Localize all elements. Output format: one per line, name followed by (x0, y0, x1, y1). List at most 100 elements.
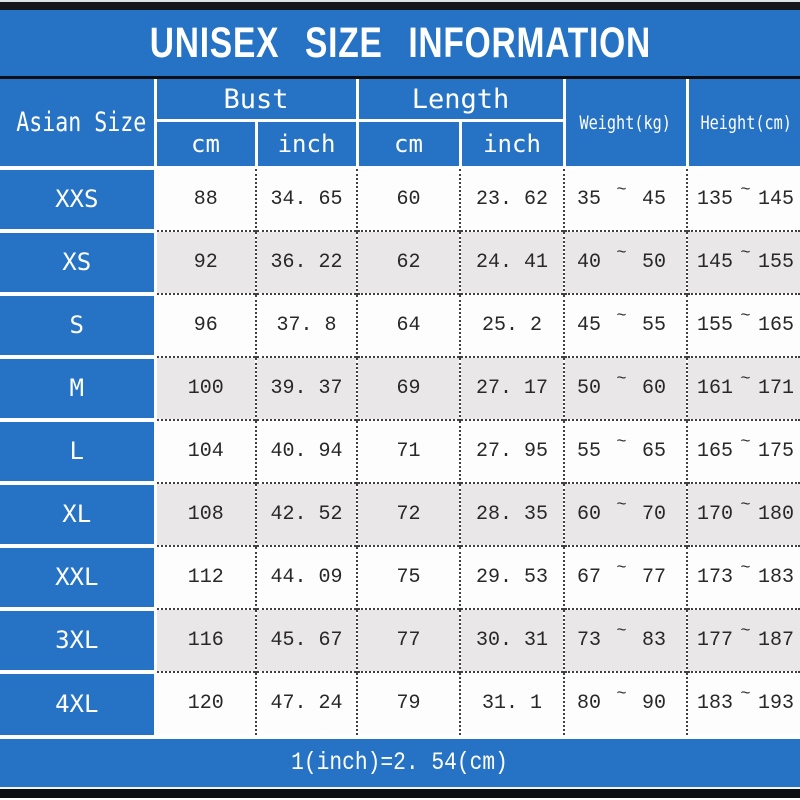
height-max: 183 (757, 565, 794, 589)
length-inch-value: 24. 41 (458, 229, 565, 294)
col-header-length: Length (355, 79, 566, 122)
length-cm-value: 79 (356, 670, 460, 735)
height-min: 177 (697, 628, 734, 652)
length-cm-value: 60 (356, 166, 460, 231)
height-range: 145 ~155 (686, 229, 800, 294)
bust-inch-value: 37. 8 (255, 292, 357, 357)
col-header-height: Height(cm) (685, 79, 800, 169)
height-range: 155 ~165 (686, 292, 800, 357)
col-header-weight: Weight(kg) (562, 79, 689, 169)
weight-min: 50 (577, 376, 602, 400)
height-max: 171 (757, 376, 794, 400)
bottom-black-bar (0, 788, 800, 798)
bust-inch-value: 39. 37 (255, 355, 357, 420)
size-label: XS (0, 228, 157, 294)
tilde-glyph: ~ (740, 432, 751, 452)
tilde-glyph: ~ (616, 558, 627, 578)
conversion-note: 1(inch)=2. 54(cm) (291, 748, 509, 777)
bust-inch-value: 45. 67 (255, 607, 357, 672)
height-range: 161 ~171 (686, 355, 800, 420)
length-inch-value: 31. 1 (458, 670, 565, 735)
height-range: 173 ~183 (686, 544, 800, 609)
tilde-glyph: ~ (740, 685, 751, 704)
bust-inch-value: 42. 52 (255, 481, 357, 546)
length-cm-value: 69 (356, 355, 460, 420)
height-max: 175 (757, 439, 794, 463)
height-min: 135 (697, 187, 734, 211)
weight-max: 65 (641, 439, 666, 463)
bust-cm-value: 116 (154, 607, 256, 672)
weight-min: 60 (577, 502, 602, 526)
bust-inch-value: 47. 24 (255, 670, 357, 735)
size-label: M (0, 354, 157, 420)
length-inch-value: 27. 17 (458, 355, 565, 420)
bust-cm-value: 108 (154, 481, 256, 546)
table-row-xxl: XXL 112 44. 09 75 29. 53 67 ~77 173 ~183 (0, 543, 800, 609)
height-range: 135 ~145 (686, 166, 800, 231)
col-header-length-inch: inch (458, 120, 565, 169)
col-header-bust-cm: cm (155, 120, 258, 169)
table-row-xs: XS 92 36. 22 62 24. 41 40 ~50 145 ~155 (0, 228, 800, 294)
header-row-groups: Asian Size Bust Length Weight(kg) Height… (0, 79, 800, 169)
bust-cm-value: 104 (154, 418, 256, 483)
tilde-glyph: ~ (616, 180, 627, 200)
height-max: 193 (757, 692, 794, 715)
size-label: XXS (0, 165, 157, 231)
tilde-glyph: ~ (616, 685, 627, 704)
size-label: L (0, 417, 157, 483)
weight-max: 90 (641, 692, 666, 715)
height-max: 180 (757, 502, 794, 526)
bust-inch-value: 40. 94 (255, 418, 357, 483)
height-max: 165 (757, 313, 794, 337)
length-inch-value: 25. 2 (458, 292, 565, 357)
height-min: 173 (697, 565, 734, 589)
tilde-glyph: ~ (740, 243, 751, 263)
height-range: 165 ~175 (686, 418, 800, 483)
weight-min: 80 (577, 692, 602, 715)
height-max: 145 (757, 187, 794, 211)
top-black-bar (0, 0, 800, 10)
table-row-xxs: XXS 88 34. 65 60 23. 62 35 ~45 135 ~145 (0, 165, 800, 231)
length-cm-value: 62 (356, 229, 460, 294)
size-table: Asian Size Bust Length Weight(kg) Height… (0, 79, 800, 735)
size-label: XXL (0, 543, 157, 609)
bust-cm-value: 120 (154, 670, 256, 735)
length-inch-value: 23. 62 (458, 166, 565, 231)
page-title: UNISEX SIZE INFORMATION (149, 18, 651, 67)
weight-max: 55 (641, 313, 666, 337)
col-header-height-label: Height(cm) (699, 111, 792, 134)
header-row-units: cm inch cm inch (0, 120, 800, 169)
weight-min: 40 (577, 250, 602, 274)
weight-min: 67 (577, 565, 602, 589)
weight-range: 45 ~55 (563, 292, 688, 357)
height-min: 170 (697, 502, 734, 526)
bottom-hairline (0, 786, 800, 789)
height-min: 183 (697, 692, 734, 715)
tilde-glyph: ~ (740, 558, 751, 578)
length-cm-value: 77 (356, 607, 460, 672)
length-inch-value: 28. 35 (458, 481, 565, 546)
bust-inch-value: 36. 22 (255, 229, 357, 294)
weight-range: 35 ~45 (563, 166, 688, 231)
col-header-length-cm: cm (355, 120, 462, 169)
table-row-xl: XL 108 42. 52 72 28. 35 60 ~70 170 ~180 (0, 480, 800, 546)
bust-cm-value: 112 (154, 544, 256, 609)
length-cm-value: 75 (356, 544, 460, 609)
table-row-l: L 104 40. 94 71 27. 95 55 ~65 165 ~175 (0, 417, 800, 483)
height-min: 161 (697, 376, 734, 400)
table-row-s: S 96 37. 8 64 25. 2 45 ~55 155 ~165 (0, 291, 800, 357)
weight-max: 50 (641, 250, 666, 274)
size-label: 4XL (0, 669, 157, 735)
height-max: 155 (757, 250, 794, 274)
length-cm-value: 72 (356, 481, 460, 546)
weight-min: 55 (577, 439, 602, 463)
title-divider-line (0, 76, 800, 79)
tilde-glyph: ~ (616, 495, 627, 515)
height-max: 187 (757, 628, 794, 652)
title-band: UNISEX SIZE INFORMATION (0, 10, 800, 76)
weight-range: 55 ~65 (563, 418, 688, 483)
size-table-body: XXS 88 34. 65 60 23. 62 35 ~45 135 ~145 XS… (0, 165, 800, 735)
footer-divider-line (0, 734, 800, 739)
weight-max: 77 (641, 565, 666, 589)
